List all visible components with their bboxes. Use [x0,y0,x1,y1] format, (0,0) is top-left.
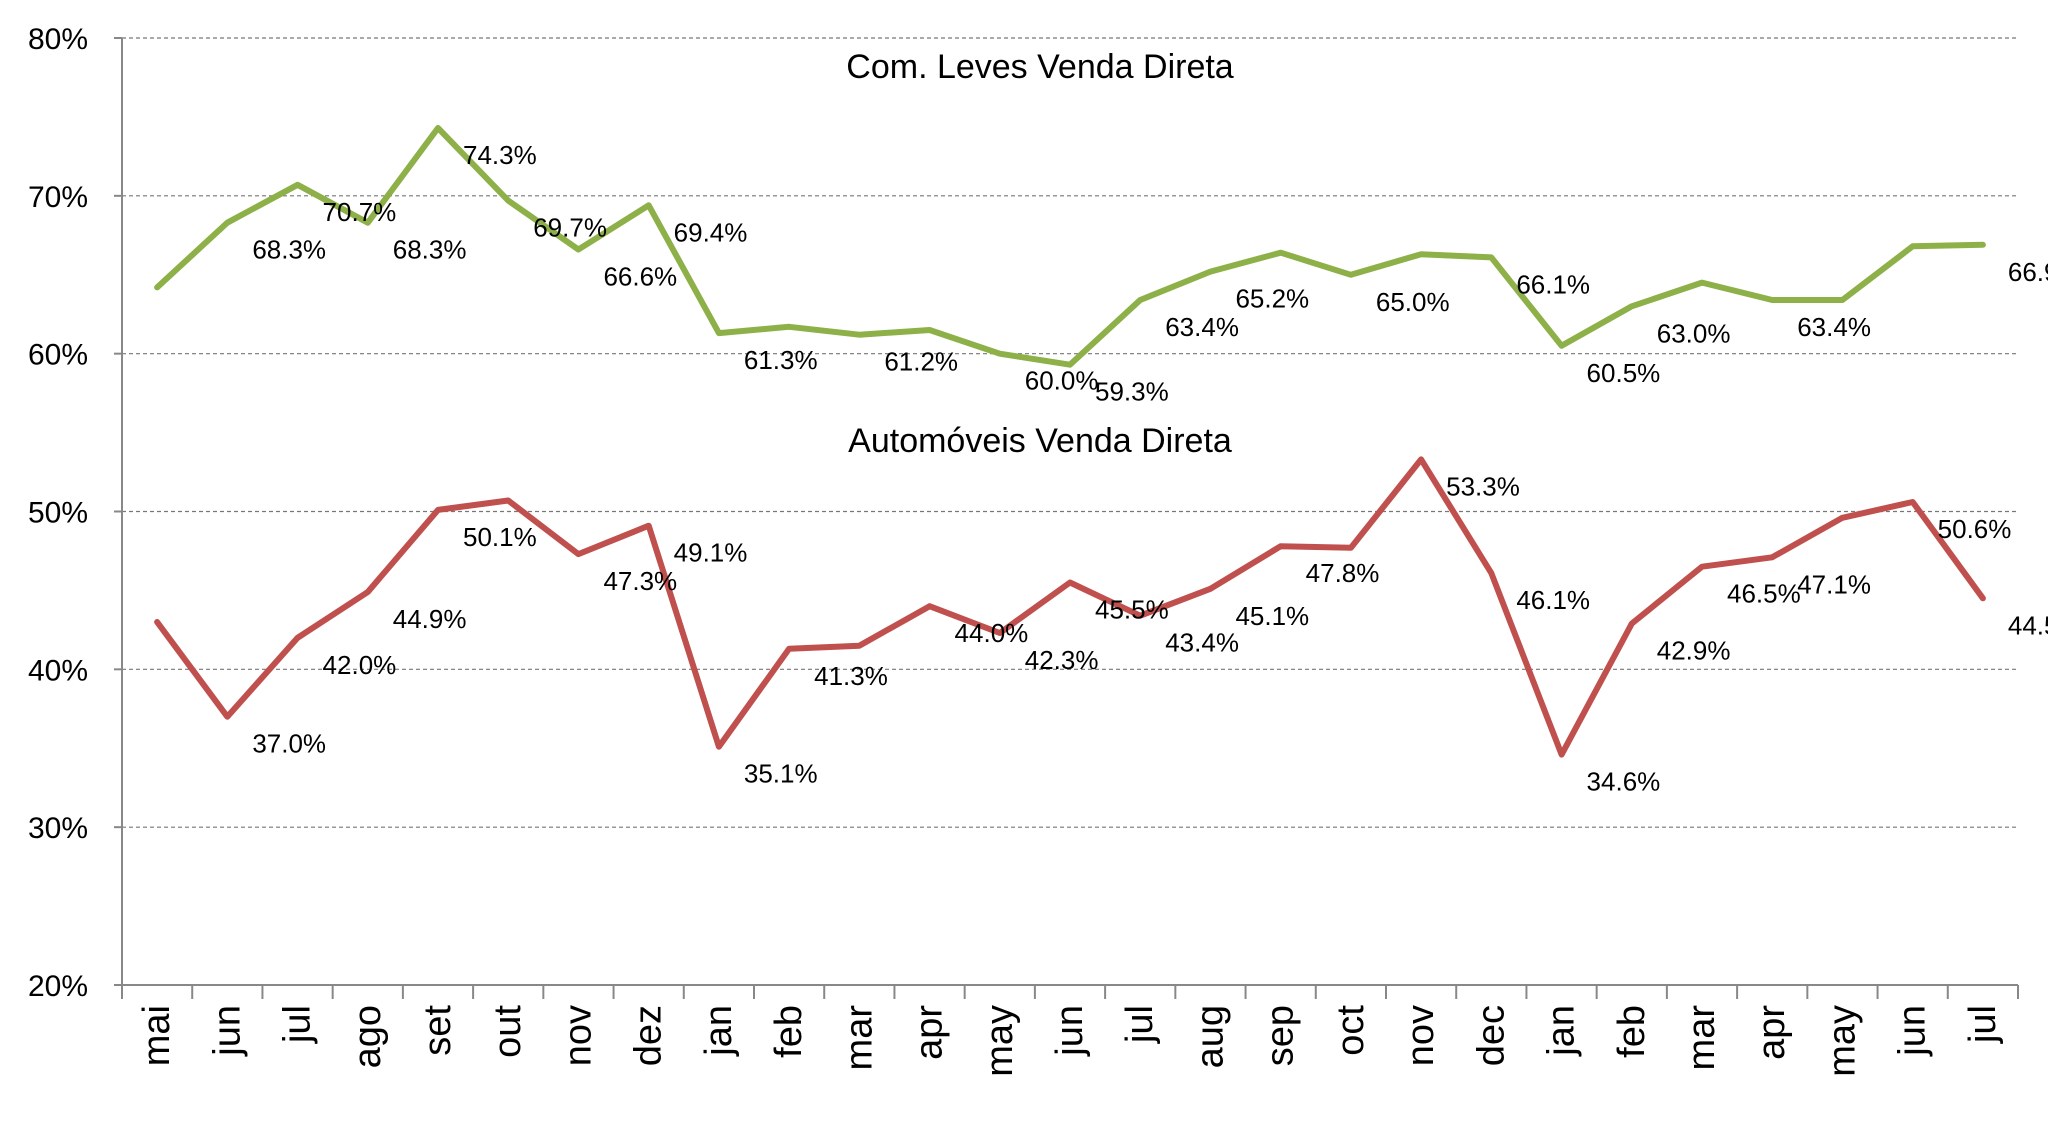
x-tick-label: jul [1962,1005,2004,1044]
data-label: 45.1% [1235,601,1309,631]
series-title-com-leves: Com. Leves Venda Direta [846,48,1234,86]
x-tick-label: oct [1330,1005,1372,1056]
data-label: 46.5% [1727,579,1801,609]
data-label: 65.0% [1376,287,1450,317]
data-label: 46.1% [1516,585,1590,615]
x-tick-label: dec [1470,1005,1512,1066]
x-tick-label: may [979,1005,1021,1077]
x-tick-label: apr [1751,1005,1793,1060]
x-tick-label: jul [1119,1005,1161,1044]
x-tick-label: mar [838,1005,880,1071]
series-titles: Com. Leves Venda Direta Automóveis Venda… [846,48,1234,460]
data-label: 43.4% [1165,628,1239,658]
data-label: 66.6% [603,261,677,291]
data-label: 45.5% [1095,595,1169,625]
y-tick-label: 70% [28,181,88,214]
data-label: 66.1% [1516,269,1590,299]
gridlines [122,37,2018,828]
data-label: 34.6% [1587,767,1661,797]
x-tick-label: nov [557,1005,599,1066]
y-tick-label: 60% [28,339,88,372]
x-axis-ticks: mai jun jul ago set out nov dez jan feb mar apr may j… [121,985,2019,1077]
y-tick-label: 50% [28,497,88,530]
data-label: 44.9% [393,604,467,634]
series-line-automoveis [154,456,1986,758]
x-tick-label: mar [1681,1005,1723,1071]
data-labels: 68.3% 70.7% 68.3% 74.3% 69.7% 66.6% 69.4% 61.3%… [252,140,2048,797]
data-label: 59.3% [1095,377,1169,407]
data-label: 63.4% [1797,312,1871,342]
data-label: 42.3% [1025,645,1099,675]
x-tick-label: dez [628,1005,670,1066]
data-label: 42.9% [1657,636,1731,666]
x-tick-label: jan [1541,1005,1583,1057]
data-label: 47.1% [1797,569,1871,599]
x-tick-label: feb [1611,1005,1653,1058]
series-title-automoveis: Automóveis Venda Direta [848,422,1232,460]
series-lines [154,125,1986,758]
y-axis-ticks: 20% 30% 40% 50% 60% 70% 80% [28,23,122,1003]
data-label: 53.3% [1446,471,1520,501]
y-tick-label: 80% [28,23,88,56]
x-tick-label: jul [277,1005,319,1044]
data-label: 41.3% [814,661,888,691]
x-tick-label: nov [1400,1005,1442,1066]
data-label: 50.6% [1938,514,2012,544]
data-label: 63.4% [1165,312,1239,342]
data-label: 65.2% [1235,284,1309,314]
data-label: 70.7% [323,197,397,227]
data-label: 60.0% [1025,366,1099,396]
x-tick-label: may [1821,1005,1863,1077]
x-tick-label: out [487,1005,529,1058]
data-label: 68.3% [252,235,326,265]
series-line-com-leves [154,125,1986,368]
data-label: 50.1% [463,522,537,552]
x-tick-label: jan [698,1005,740,1057]
data-label: 37.0% [252,729,326,759]
data-label: 61.3% [744,345,818,375]
data-label: 44.0% [955,618,1029,648]
data-label: 47.8% [1306,558,1380,588]
x-tick-label: jun [1049,1005,1091,1057]
data-label: 61.2% [884,347,958,377]
data-label: 60.5% [1587,358,1661,388]
x-tick-label: mai [136,1005,178,1066]
data-label: 47.3% [603,566,677,596]
x-tick-label: aug [1189,1005,1231,1068]
x-tick-label: ago [347,1005,389,1068]
x-tick-label: sep [1260,1005,1302,1066]
x-tick-label: set [417,1005,459,1056]
data-label: 68.3% [393,235,467,265]
data-label: 44.5% [2008,610,2048,640]
x-tick-label: feb [768,1005,810,1058]
x-tick-label: jun [1892,1005,1934,1057]
y-tick-label: 40% [28,654,88,687]
y-tick-label: 30% [28,812,88,845]
data-label: 66.9% [2008,257,2048,287]
data-label: 42.0% [323,650,397,680]
data-label: 63.0% [1657,318,1731,348]
data-label: 49.1% [674,538,748,568]
x-tick-label: jun [206,1005,248,1057]
x-tick-label: apr [909,1005,951,1060]
data-label: 74.3% [463,140,537,170]
data-label: 35.1% [744,759,818,789]
data-label: 69.7% [533,213,607,243]
y-tick-label: 20% [28,970,88,1003]
data-label: 69.4% [674,217,748,247]
